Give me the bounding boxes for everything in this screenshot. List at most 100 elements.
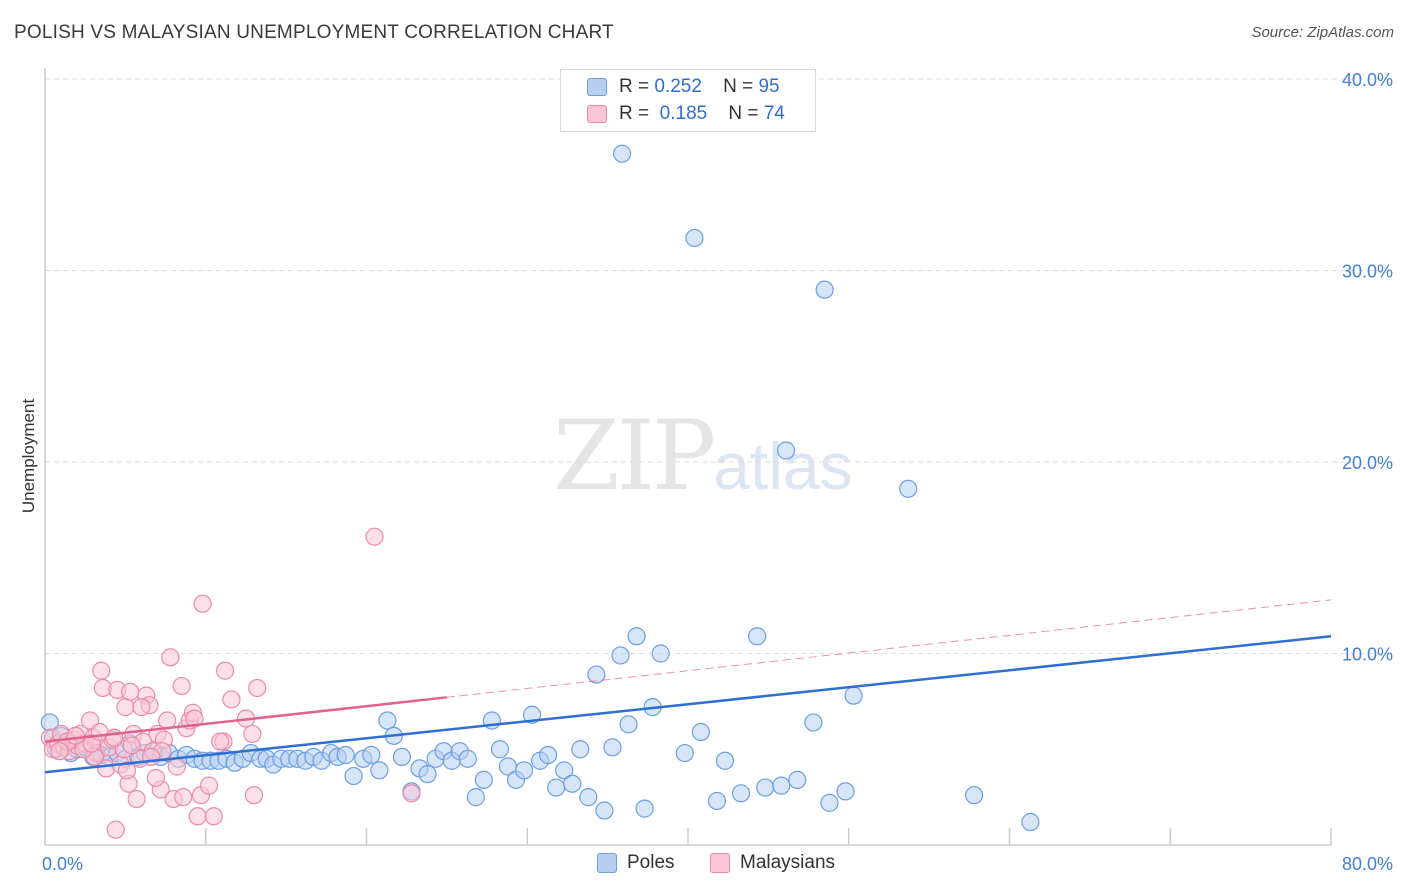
data-point-poles: [370, 761, 389, 780]
data-point-malaysians: [161, 648, 180, 667]
bottom-swatch-poles: [597, 853, 617, 873]
data-point-malaysians: [132, 698, 151, 717]
watermark-zip: ZIP: [553, 400, 716, 512]
data-point-malaysians: [244, 786, 264, 805]
data-point-poles: [603, 738, 622, 757]
legend-poles-n-value: 95: [758, 76, 780, 97]
data-point-poles: [344, 766, 363, 786]
data-point-poles: [571, 740, 590, 759]
data-point-malaysians: [215, 661, 235, 680]
data-point-malaysians: [188, 807, 207, 826]
legend-malaysians-r-value: 0.185: [659, 103, 708, 124]
data-point-poles: [788, 770, 807, 789]
legend-poles-n-label: N =: [723, 76, 754, 97]
data-point-malaysians: [185, 709, 204, 728]
x-tick-label: 0.0%: [42, 854, 83, 874]
data-point-poles: [772, 776, 791, 795]
data-point-malaysians: [199, 776, 219, 795]
data-point-malaysians: [66, 726, 85, 745]
data-point-poles: [336, 745, 355, 765]
data-point-poles: [378, 711, 397, 730]
trend-line-poles: [44, 635, 1332, 774]
data-point-poles: [748, 627, 767, 646]
data-point-poles: [595, 801, 614, 820]
x-tick-label: 80.0%: [1342, 854, 1393, 874]
watermark: ZIPatlas: [553, 400, 853, 512]
data-point-poles: [514, 761, 534, 780]
data-point-poles: [474, 770, 493, 789]
data-point-poles: [1021, 812, 1040, 832]
data-point-malaysians: [243, 724, 262, 744]
data-point-malaysians: [222, 690, 241, 709]
data-point-poles: [466, 788, 485, 807]
data-point-malaysians: [365, 527, 384, 546]
data-point-malaysians: [106, 820, 125, 839]
data-point-malaysians: [174, 788, 193, 807]
bottom-legend-malaysians-label: Malaysians: [740, 852, 836, 873]
data-point-poles: [555, 761, 574, 780]
data-point-malaysians: [146, 768, 166, 788]
legend-row-malaysians: R = 0.185 N = 74: [587, 101, 785, 127]
data-point-poles: [756, 778, 775, 797]
data-point-poles: [836, 782, 855, 801]
data-point-poles: [490, 740, 510, 759]
bottom-swatch-malaysians: [710, 853, 730, 873]
trend-line-malaysians: [44, 696, 448, 743]
data-point-poles: [707, 791, 727, 811]
data-point-poles: [611, 646, 630, 665]
data-point-malaysians: [248, 678, 267, 698]
data-point-poles: [965, 786, 984, 805]
data-point-poles: [675, 743, 694, 763]
y-tick-label: 20.0%: [1342, 453, 1393, 473]
data-point-malaysians: [50, 742, 69, 761]
data-point-malaysians: [127, 789, 146, 809]
data-point-poles: [844, 686, 863, 705]
legend-malaysians-n-label: N =: [728, 103, 759, 124]
data-point-poles: [362, 745, 381, 765]
data-point-poles: [804, 713, 823, 732]
y-axis-label: Unemployment: [19, 399, 38, 514]
data-point-malaysians: [116, 698, 135, 717]
data-point-poles: [539, 745, 558, 765]
data-point-poles: [691, 722, 710, 742]
legend-row-poles: R = 0.252 N = 95: [587, 74, 780, 100]
data-point-poles: [685, 228, 704, 248]
legend-swatch-malaysians: [587, 105, 607, 123]
data-point-poles: [579, 788, 598, 807]
data-point-poles: [563, 774, 582, 793]
legend-poles-r-value: 0.252: [654, 76, 702, 97]
bottom-legend-poles-label: Poles: [627, 852, 675, 873]
data-point-malaysians: [193, 594, 212, 613]
data-point-malaysians: [167, 757, 186, 776]
data-point-malaysians: [122, 736, 141, 755]
data-point-poles: [651, 644, 670, 663]
data-point-poles: [458, 749, 477, 768]
chart-title: POLISH VS MALAYSIAN UNEMPLOYMENT CORRELA…: [14, 22, 614, 43]
y-tick-label: 10.0%: [1342, 645, 1393, 665]
legend-malaysians-r-label: R =: [619, 103, 650, 124]
data-point-poles: [418, 765, 437, 784]
source-label: Source: ZipAtlas.com: [1251, 24, 1394, 41]
bottom-legend-malaysians: Malaysians: [710, 852, 835, 874]
data-point-malaysians: [92, 661, 111, 680]
data-point-poles: [635, 799, 654, 818]
legend-swatch-poles: [587, 78, 607, 96]
data-point-poles: [547, 778, 566, 797]
watermark-atlas: atlas: [713, 429, 853, 503]
y-tick-label: 30.0%: [1342, 262, 1393, 282]
data-point-malaysians: [121, 682, 140, 701]
data-point-malaysians: [172, 676, 191, 696]
data-point-poles: [815, 280, 834, 299]
data-point-poles: [899, 479, 918, 498]
y-tick-label: 40.0%: [1342, 70, 1393, 90]
data-point-poles: [820, 793, 839, 812]
data-point-malaysians: [402, 784, 421, 803]
data-point-poles: [715, 751, 735, 770]
data-point-poles: [392, 747, 411, 767]
bottom-legend-poles: Poles: [597, 852, 675, 874]
correlation-legend: R = 0.252 N = 95 R = 0.185 N = 74: [560, 69, 816, 132]
data-point-poles: [612, 144, 632, 163]
data-point-poles: [587, 665, 606, 684]
data-point-malaysians: [117, 761, 137, 780]
